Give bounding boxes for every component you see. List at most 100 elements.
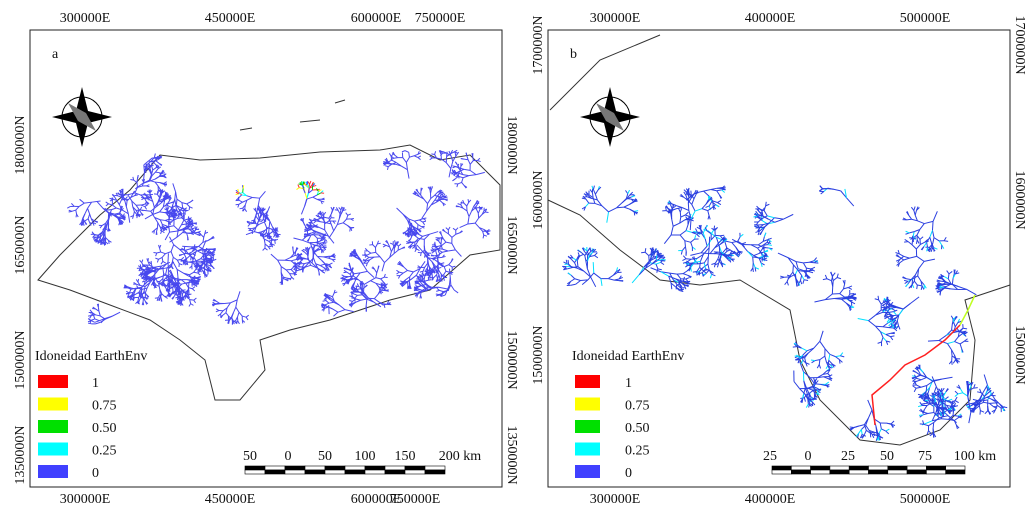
river (927, 247, 928, 251)
river (960, 344, 962, 349)
river (139, 297, 141, 301)
river (407, 170, 409, 179)
river (803, 280, 804, 284)
river (146, 186, 149, 187)
river (881, 429, 885, 431)
river (878, 342, 882, 343)
river (404, 267, 408, 270)
river (685, 212, 688, 215)
river (307, 197, 313, 199)
river (941, 285, 946, 286)
river (423, 267, 424, 271)
river (305, 193, 307, 199)
river (155, 298, 158, 299)
river (676, 206, 682, 208)
river (449, 262, 452, 265)
river (333, 309, 338, 312)
river (796, 262, 803, 263)
river (181, 257, 183, 259)
river (918, 276, 921, 281)
river (314, 218, 317, 219)
river (703, 271, 706, 274)
river (463, 208, 467, 211)
river (816, 380, 819, 383)
river (377, 243, 380, 244)
river (177, 218, 181, 219)
river (285, 260, 291, 261)
river (152, 172, 155, 176)
river (383, 244, 386, 245)
river (833, 273, 836, 276)
river (456, 228, 458, 230)
river (432, 277, 433, 280)
river (361, 283, 362, 286)
river (850, 427, 854, 428)
river (608, 279, 614, 281)
river (417, 234, 422, 237)
river (625, 190, 627, 193)
river (351, 219, 354, 221)
river (435, 242, 436, 245)
river (192, 289, 194, 291)
river (246, 315, 249, 317)
river (577, 261, 578, 267)
river (475, 223, 479, 227)
river (439, 287, 448, 289)
river (903, 304, 910, 309)
river (831, 272, 832, 276)
river (165, 232, 169, 240)
river (177, 269, 178, 276)
river (454, 290, 458, 293)
river (672, 219, 673, 226)
river (266, 206, 269, 214)
coastline (548, 35, 1010, 445)
river (390, 247, 392, 252)
river (452, 166, 455, 167)
river (449, 265, 452, 267)
river (162, 257, 163, 261)
river (392, 160, 396, 162)
river (952, 324, 953, 330)
river (702, 209, 708, 211)
river (293, 238, 302, 240)
river (692, 204, 695, 211)
river (916, 378, 921, 380)
river (157, 259, 158, 262)
river (422, 211, 427, 219)
river (442, 249, 448, 251)
river (371, 278, 376, 281)
river (763, 245, 768, 246)
river (906, 284, 909, 287)
river (239, 202, 242, 204)
river (281, 267, 286, 270)
river (948, 274, 949, 279)
river (246, 232, 254, 235)
river (301, 206, 304, 214)
river (416, 245, 417, 249)
river (371, 252, 376, 253)
river (803, 263, 806, 268)
river (468, 217, 469, 224)
river (236, 300, 237, 307)
river (263, 248, 265, 250)
river (112, 312, 120, 316)
river (859, 425, 865, 427)
river (960, 341, 964, 344)
river (438, 275, 439, 279)
river (924, 406, 927, 410)
river (833, 281, 834, 287)
river (153, 201, 155, 207)
river (683, 271, 687, 274)
river (174, 245, 180, 250)
river (758, 241, 763, 245)
river (403, 270, 407, 273)
river (440, 151, 443, 152)
river (163, 261, 166, 263)
river (619, 281, 623, 282)
river (391, 247, 393, 251)
river (704, 189, 711, 191)
river (890, 336, 894, 337)
river (917, 256, 924, 261)
river (869, 315, 876, 321)
river (942, 377, 953, 379)
